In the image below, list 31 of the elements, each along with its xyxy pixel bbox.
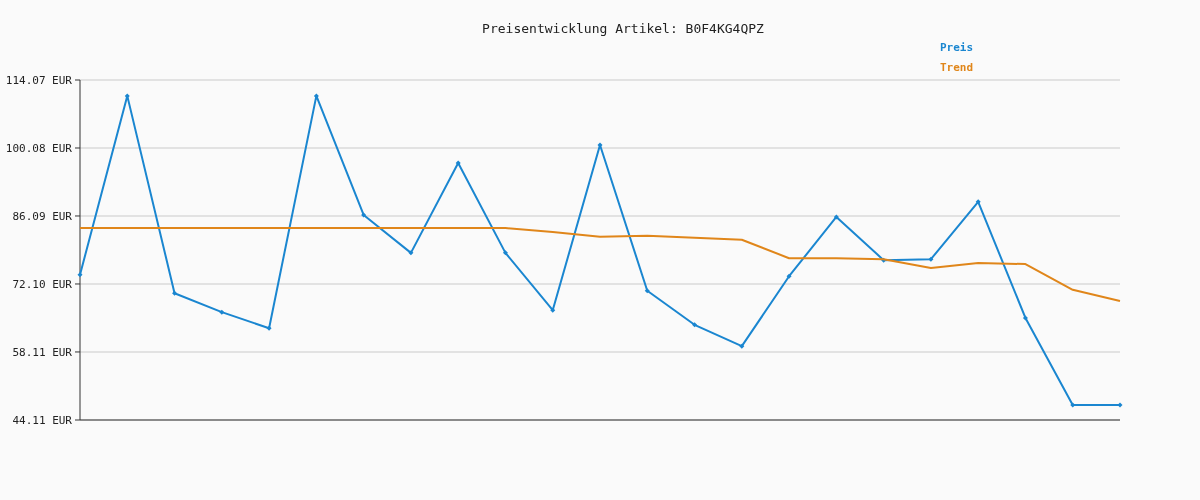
point xyxy=(266,325,272,331)
point xyxy=(928,256,934,262)
point xyxy=(550,307,556,313)
line-series xyxy=(79,227,1121,302)
text: Trend xyxy=(940,61,974,74)
point xyxy=(692,322,698,328)
y-tick-label: 44.11 EUR xyxy=(12,414,73,427)
point xyxy=(786,273,792,279)
point xyxy=(361,212,367,218)
text: Preis xyxy=(940,41,974,54)
y-tick-label: 114.07 EUR xyxy=(5,74,73,87)
point xyxy=(313,93,319,99)
point xyxy=(408,250,414,256)
y-tick-label: 58.11 EUR xyxy=(12,345,73,359)
y-tick-label: 86.09 EUR xyxy=(12,209,73,223)
point xyxy=(455,160,461,166)
point xyxy=(124,93,130,99)
chart-title: Preisentwicklung Artikel: B0F4KG4QPZ xyxy=(482,21,765,36)
point xyxy=(77,272,83,278)
point xyxy=(833,214,839,220)
point xyxy=(1117,402,1123,408)
y-tick-label: 100.08 EUR xyxy=(5,141,73,155)
point xyxy=(597,142,603,148)
point xyxy=(644,288,650,294)
point xyxy=(739,343,745,349)
point xyxy=(1022,315,1028,321)
point xyxy=(502,250,508,256)
point xyxy=(1070,402,1076,408)
point xyxy=(219,309,225,315)
point xyxy=(172,290,178,296)
y-tick-label: 72.10 EUR xyxy=(12,277,73,291)
